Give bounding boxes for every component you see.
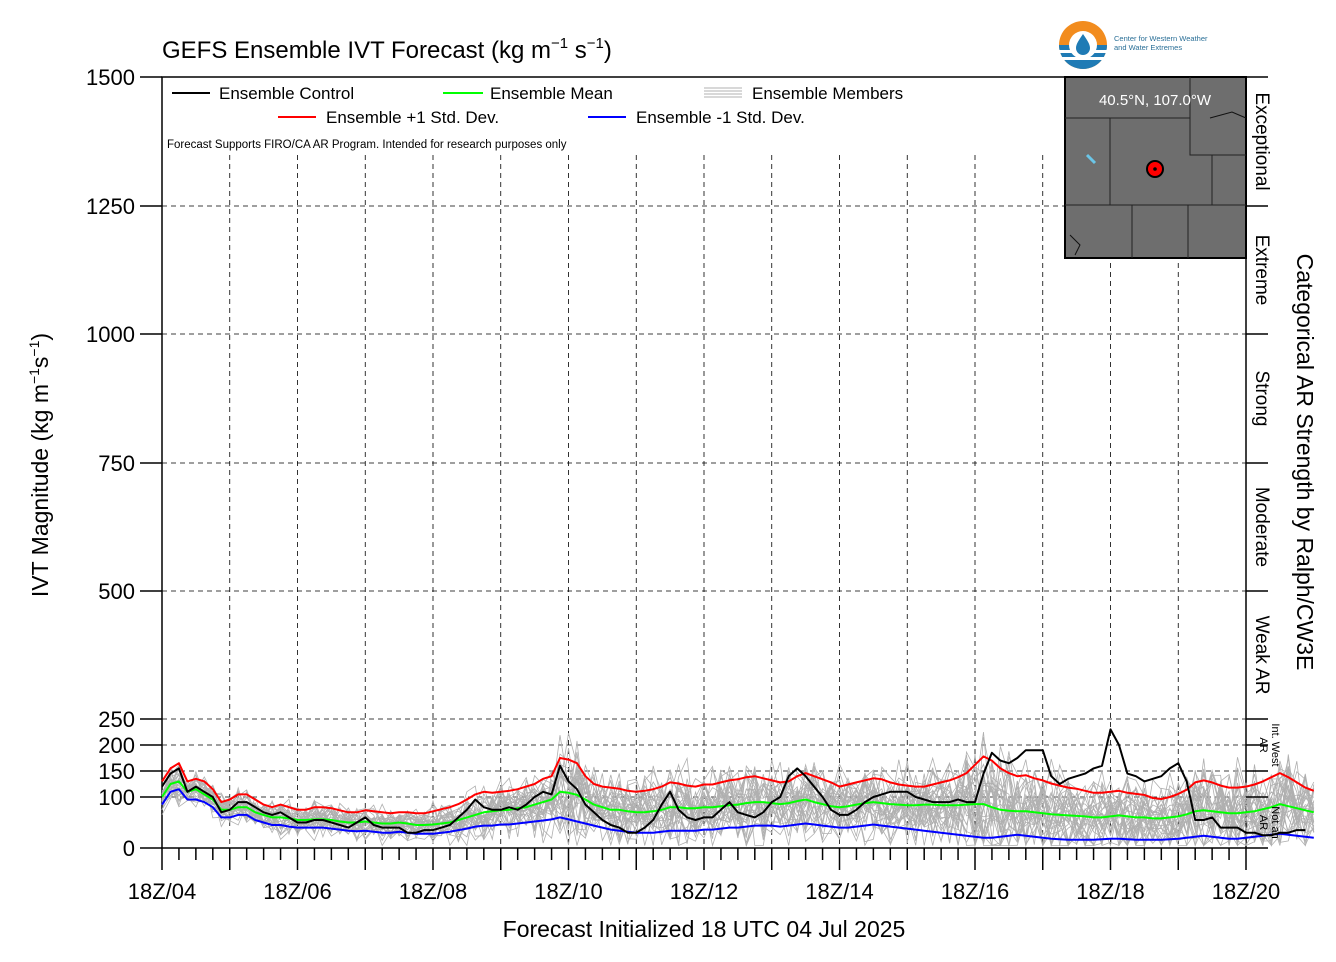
chart-title: GEFS Ensemble IVT Forecast (kg m−1 s−1): [162, 35, 612, 64]
ensemble-member-line: [161, 761, 1315, 847]
y-tick-label: 750: [98, 451, 135, 476]
ensemble-member-line: [161, 762, 1314, 846]
legend-note: Forecast Supports FIRO/CA AR Program. In…: [167, 139, 567, 151]
category-axis: Exceptional Extreme Strong Moderate Weak AR I…: [1246, 76, 1281, 849]
legend-minus: Ensemble -1 Std. Dev.: [636, 108, 805, 127]
logo-line2: and Water Extremes: [1114, 43, 1182, 52]
ensemble-member-line: [161, 758, 1315, 847]
x-tick-label: 18Z/10: [534, 879, 603, 904]
series-minus-line: [161, 788, 1314, 841]
x-tick-label: 18Z/04: [128, 879, 197, 904]
category-label: AR: [1257, 815, 1269, 830]
y-tick-label: 250: [98, 707, 135, 732]
category-label: Extreme: [1251, 235, 1272, 306]
series-plus-line: [161, 755, 1315, 815]
location-map: 40.5°N, 107.0°W: [1064, 76, 1247, 259]
category-label: Strong: [1251, 371, 1272, 427]
y-tick-label: 1000: [86, 322, 135, 347]
x-axis-label: Forecast Initialized 18 UTC 04 Jul 2025: [503, 916, 906, 942]
y-tick-label: 1500: [86, 65, 135, 90]
category-label: Moderate: [1251, 487, 1272, 567]
category-label: Weak AR: [1251, 616, 1272, 695]
series-control-line: [161, 728, 1306, 837]
right-axis-label: Categorical AR Strength by Ralph/CW3E: [1292, 254, 1318, 671]
legend-mean: Ensemble Mean: [490, 84, 613, 103]
cw3e-logo: Center for Western Weather and Water Ext…: [1059, 21, 1208, 69]
x-tick-label: 18Z/16: [941, 879, 1010, 904]
x-tick-label: 18Z/14: [805, 879, 874, 904]
x-tick-label: 18Z/12: [670, 879, 739, 904]
series-lines: [161, 728, 1315, 841]
y-tick-label: 100: [98, 785, 135, 810]
y-tick-label: 500: [98, 579, 135, 604]
ensemble-member-line: [161, 748, 1315, 848]
x-tick-label: 18Z/20: [1212, 879, 1281, 904]
y-tick-label: 1250: [86, 194, 135, 219]
legend-control: Ensemble Control: [219, 84, 354, 103]
x-tick-label: 18Z/18: [1076, 879, 1145, 904]
legend: Ensemble Control Ensemble Mean Ensemble …: [167, 84, 903, 151]
category-label: Exceptional: [1251, 92, 1272, 190]
y-axis-label: IVT Magnitude (kg m−1s−1): [26, 333, 53, 597]
grid-lines: [162, 155, 1246, 848]
series-mean-line: [161, 780, 1315, 826]
map-location: 40.5°N, 107.0°W: [1099, 92, 1212, 109]
category-label: Not an: [1269, 806, 1281, 838]
x-tick-label: 18Z/06: [263, 879, 332, 904]
x-axis: 18Z/04 18Z/06 18Z/08 18Z/10 18Z/12 18Z/14 18Z/…: [128, 848, 1281, 904]
y-tick-label: 150: [98, 759, 135, 784]
y-tick-label: 200: [98, 733, 135, 758]
legend-plus: Ensemble +1 Std. Dev.: [326, 108, 499, 127]
x-tick-label: 18Z/08: [399, 879, 468, 904]
category-label: Int. West: [1269, 723, 1281, 766]
category-label: AR: [1257, 737, 1269, 752]
legend-members: Ensemble Members: [752, 84, 903, 103]
logo-line1: Center for Western Weather: [1114, 34, 1208, 43]
y-tick-label: 0: [123, 836, 135, 861]
ensemble-member-line: [161, 765, 1315, 847]
ensemble-member-line: [161, 759, 1314, 847]
